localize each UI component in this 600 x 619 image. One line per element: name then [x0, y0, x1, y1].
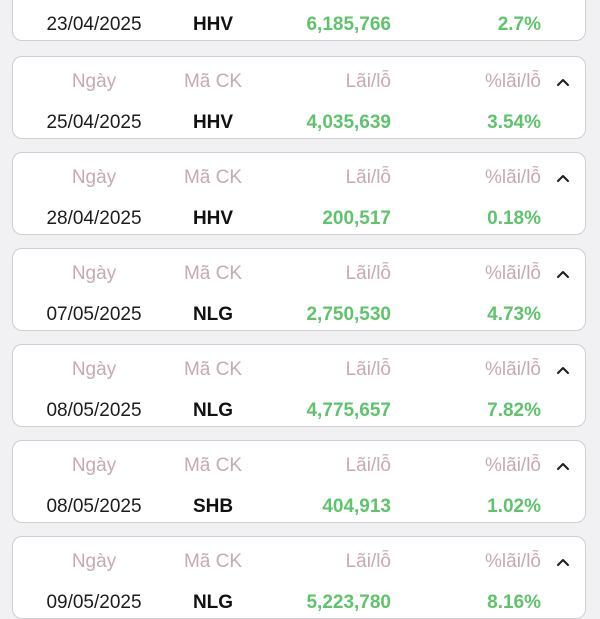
trade-card[interactable]: Ngày Mã CK Lãi/lỗ %lãi/lỗ 28/04/2025 HHV…	[12, 152, 586, 235]
chevron-up-icon[interactable]	[556, 555, 570, 569]
percent-header: %lãi/lỗ	[485, 359, 541, 380]
code-header: Mã CK	[183, 359, 243, 380]
date-header: Ngày	[71, 551, 117, 572]
trade-date: 25/04/2025	[46, 112, 142, 133]
stock-code: HHV	[192, 112, 234, 133]
profit-loss-value: 200,517	[322, 208, 391, 229]
chevron-up-icon[interactable]	[556, 267, 570, 281]
profit-loss-header: Lãi/lỗ	[345, 359, 391, 380]
trade-date: 07/05/2025	[46, 304, 142, 325]
profit-loss-header: Lãi/lỗ	[345, 551, 391, 572]
stock-code: HHV	[192, 14, 234, 35]
profit-loss-header: Lãi/lỗ	[345, 263, 391, 284]
trade-card[interactable]: Ngày Mã CK Lãi/lỗ %lãi/lỗ 07/05/2025 NLG…	[12, 248, 586, 331]
profit-loss-value: 4,775,657	[306, 400, 391, 421]
profit-loss-percent: 0.18%	[487, 208, 541, 229]
trade-card[interactable]: 23/04/2025 HHV 6,185,766 2.7%	[12, 0, 586, 41]
profit-loss-value: 4,035,639	[306, 112, 391, 133]
profit-loss-percent: 7.82%	[487, 400, 541, 421]
percent-header: %lãi/lỗ	[485, 71, 541, 92]
chevron-up-icon[interactable]	[556, 363, 570, 377]
profit-loss-percent: 3.54%	[487, 112, 541, 133]
profit-loss-value: 2,750,530	[306, 304, 391, 325]
profit-loss-header: Lãi/lỗ	[345, 167, 391, 188]
profit-loss-percent: 8.16%	[487, 592, 541, 613]
profit-loss-header: Lãi/lỗ	[345, 71, 391, 92]
trade-card[interactable]: Ngày Mã CK Lãi/lỗ %lãi/lỗ 08/05/2025 SHB…	[12, 440, 586, 523]
stock-code: NLG	[192, 400, 234, 421]
stock-code: SHB	[192, 496, 234, 517]
profit-loss-percent: 4.73%	[487, 304, 541, 325]
stock-code: HHV	[192, 208, 234, 229]
code-header: Mã CK	[183, 71, 243, 92]
percent-header: %lãi/lỗ	[485, 263, 541, 284]
profit-loss-value: 404,913	[322, 496, 391, 517]
trade-date: 08/05/2025	[46, 400, 142, 421]
trade-date: 09/05/2025	[46, 592, 142, 613]
profit-loss-percent: 2.7%	[497, 14, 541, 35]
profit-loss-header: Lãi/lỗ	[345, 455, 391, 476]
percent-header: %lãi/lỗ	[485, 455, 541, 476]
trade-card[interactable]: Ngày Mã CK Lãi/lỗ %lãi/lỗ 25/04/2025 HHV…	[12, 56, 586, 139]
code-header: Mã CK	[183, 455, 243, 476]
date-header: Ngày	[71, 167, 117, 188]
trade-card[interactable]: Ngày Mã CK Lãi/lỗ %lãi/lỗ 09/05/2025 NLG…	[12, 536, 586, 619]
profit-loss-value: 5,223,780	[306, 592, 391, 613]
trade-date: 28/04/2025	[46, 208, 142, 229]
percent-header: %lãi/lỗ	[485, 551, 541, 572]
percent-header: %lãi/lỗ	[485, 167, 541, 188]
date-header: Ngày	[71, 455, 117, 476]
profit-loss-percent: 1.02%	[487, 496, 541, 517]
trade-date: 08/05/2025	[46, 496, 142, 517]
trade-date: 23/04/2025	[46, 14, 142, 35]
stock-code: NLG	[192, 592, 234, 613]
trade-card[interactable]: Ngày Mã CK Lãi/lỗ %lãi/lỗ 08/05/2025 NLG…	[12, 344, 586, 427]
date-header: Ngày	[71, 359, 117, 380]
profit-loss-value: 6,185,766	[306, 14, 391, 35]
date-header: Ngày	[71, 71, 117, 92]
stock-code: NLG	[192, 304, 234, 325]
code-header: Mã CK	[183, 263, 243, 284]
date-header: Ngày	[71, 263, 117, 284]
code-header: Mã CK	[183, 167, 243, 188]
chevron-up-icon[interactable]	[556, 75, 570, 89]
chevron-up-icon[interactable]	[556, 171, 570, 185]
chevron-up-icon[interactable]	[556, 459, 570, 473]
code-header: Mã CK	[183, 551, 243, 572]
